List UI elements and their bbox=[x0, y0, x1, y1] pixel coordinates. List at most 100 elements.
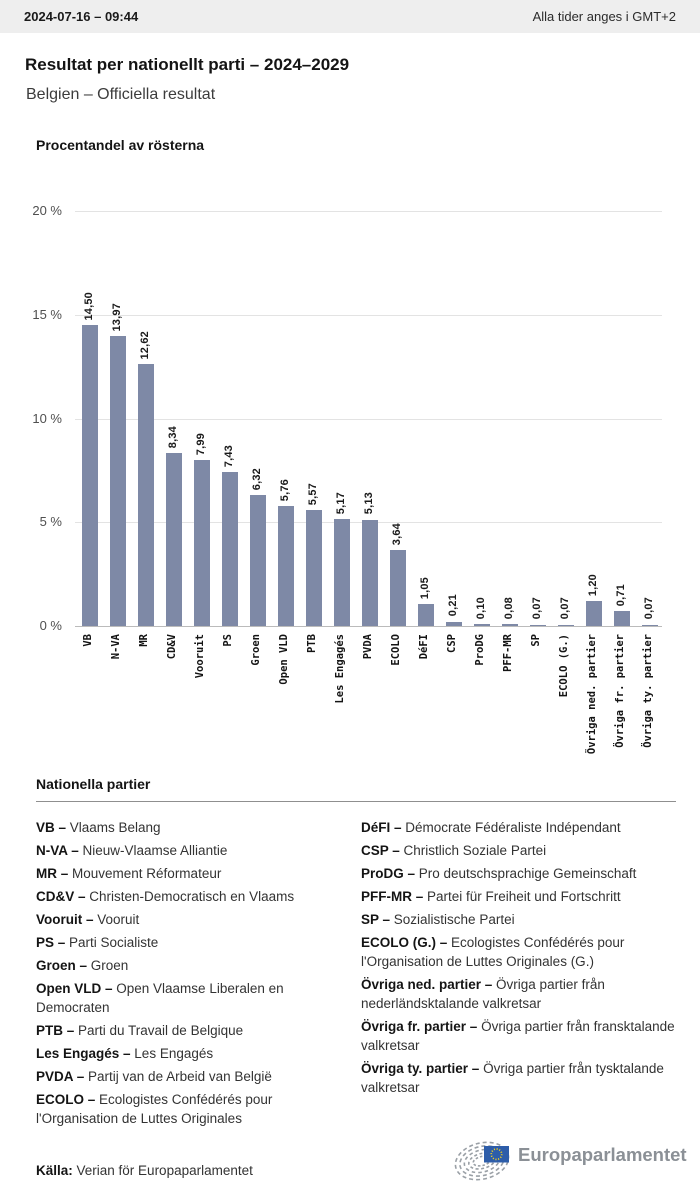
x-axis-label: ECOLO (G.) bbox=[558, 634, 570, 698]
x-axis-label: MR bbox=[138, 634, 150, 647]
party-abbr: Övriga fr. partier – bbox=[361, 1019, 482, 1034]
party-name: Parti du Travail de Belgique bbox=[78, 1023, 244, 1038]
party-abbr: PTB – bbox=[36, 1023, 79, 1038]
party-name: Vlaams Belang bbox=[69, 820, 161, 835]
party-name: Övriga partier från fransktalande valkre… bbox=[361, 1019, 675, 1053]
x-axis-label: PTB bbox=[306, 634, 318, 653]
legend-item: MR – Mouvement Réformateur bbox=[36, 864, 338, 883]
legend-item: Open VLD – Open Vlaamse Liberalen en Dem… bbox=[36, 979, 338, 1017]
bar-value-label: 0,10 bbox=[475, 596, 487, 619]
legend-item: PFF-MR – Partei für Freiheit und Fortsch… bbox=[361, 887, 676, 906]
x-axis-label: PS bbox=[222, 634, 234, 647]
legend-item: Övriga fr. partier – Övriga partier från… bbox=[361, 1017, 676, 1055]
bar-N-VA bbox=[110, 336, 126, 626]
x-axis-label: ProDG bbox=[474, 634, 486, 666]
bar-value-label: 5,76 bbox=[279, 479, 291, 502]
bar-ProDG bbox=[474, 623, 490, 626]
party-abbr: Open VLD – bbox=[36, 981, 117, 996]
bar-value-label: 5,17 bbox=[335, 491, 347, 514]
y-axis: 20 % 15 % 10 % 5 % 0 % bbox=[0, 203, 62, 633]
legend-item: VB – Vlaams Belang bbox=[36, 818, 338, 837]
bar-Övriga ned. partier bbox=[586, 601, 602, 626]
party-abbr: Les Engagés – bbox=[36, 1046, 135, 1061]
x-axis-label: Les Engagés bbox=[334, 634, 346, 704]
legend-item: CD&V – Christen-Democratisch en Vlaams bbox=[36, 887, 338, 906]
logo-wordmark: Europaparlamentet bbox=[518, 1144, 687, 1165]
ep-logo: Europaparlamentet bbox=[452, 1132, 692, 1195]
bar-value-label: 5,57 bbox=[307, 483, 319, 506]
legend-item: DéFI – Démocrate Fédéraliste Indépendant bbox=[361, 818, 676, 837]
x-axis-label: Övriga ty. partier bbox=[642, 634, 654, 748]
page-title: Resultat per nationellt parti – 2024–202… bbox=[25, 55, 350, 74]
datetime-text: 2024-07-16 – 09:44 bbox=[24, 9, 139, 24]
source-note: Källa: Verian för Europaparlamentet bbox=[36, 1163, 253, 1178]
legend-item: PS – Parti Socialiste bbox=[36, 933, 338, 952]
party-name: Parti Socialiste bbox=[69, 935, 159, 950]
bar-value-label: 0,07 bbox=[643, 597, 655, 620]
legend-item: N-VA – Nieuw-Vlaamse Alliantie bbox=[36, 841, 338, 860]
x-axis-label: N-VA bbox=[110, 634, 122, 660]
gridline bbox=[75, 314, 662, 316]
bar-PS bbox=[222, 471, 238, 626]
page-subtitle: Belgien – Officiella resultat bbox=[26, 86, 216, 103]
topbar: 2024-07-16 – 09:44 Alla tider anges i GM… bbox=[0, 0, 700, 33]
bar-value-label: 0,08 bbox=[503, 597, 515, 620]
y-tick-label: 20 % bbox=[32, 203, 62, 218]
bar-value-label: 0,07 bbox=[559, 597, 571, 620]
bar-Övriga ty. partier bbox=[642, 624, 658, 626]
bar-value-label: 13,97 bbox=[111, 302, 123, 332]
legend-heading: Nationella partier bbox=[36, 776, 151, 792]
party-name: Ecologistes Confédérés pour l'Organisati… bbox=[361, 935, 625, 969]
party-name: Groen bbox=[90, 958, 129, 973]
party-abbr: DéFI – bbox=[361, 820, 406, 835]
bar-Övriga fr. partier bbox=[614, 611, 630, 626]
bar-value-label: 7,43 bbox=[223, 444, 235, 467]
bar-VB bbox=[82, 325, 98, 626]
x-axis-label: Groen bbox=[250, 634, 262, 666]
bar-value-label: 0,07 bbox=[531, 597, 543, 620]
bar-Vooruit bbox=[194, 460, 210, 626]
bar-value-label: 0,21 bbox=[447, 594, 459, 617]
party-name: Pro deutschsprachige Gemeinschaft bbox=[418, 866, 637, 881]
x-axis-label: SP bbox=[530, 634, 542, 647]
legend-item: SP – Sozialistische Partei bbox=[361, 910, 676, 929]
party-name: Démocrate Fédéraliste Indépendant bbox=[405, 820, 621, 835]
bar-value-label: 5,13 bbox=[363, 492, 375, 515]
bar-Groen bbox=[250, 494, 266, 626]
party-name: Sozialistische Partei bbox=[393, 912, 515, 927]
y-tick-label: 5 % bbox=[39, 514, 62, 530]
party-name: Christen-Democratisch en Vlaams bbox=[89, 889, 295, 904]
legend-item: Övriga ned. partier – Övriga partier frå… bbox=[361, 975, 676, 1013]
party-name: Open Vlaamse Liberalen en Democraten bbox=[36, 981, 284, 1015]
plot-area: 14,50 13,97 12,62 8,34 7,99 7,43 6,32 5,76 5,57 5… bbox=[75, 211, 662, 627]
party-abbr: ECOLO – bbox=[36, 1092, 100, 1107]
bar-Les Engagés bbox=[334, 518, 350, 626]
bar-SP bbox=[530, 624, 546, 626]
party-abbr: ECOLO (G.) – bbox=[361, 935, 452, 950]
bar-PVDA bbox=[362, 519, 378, 626]
ep-logo-svg: Europaparlamentet bbox=[454, 1141, 687, 1181]
party-abbr: ProDG – bbox=[361, 866, 419, 881]
bar-Open VLD bbox=[278, 506, 294, 626]
party-name: Nieuw-Vlaamse Alliantie bbox=[82, 843, 228, 858]
party-abbr: PFF-MR – bbox=[361, 889, 427, 904]
legend-item: ECOLO – Ecologistes Confédérés pour l'Or… bbox=[36, 1090, 338, 1128]
eu-flag-icon bbox=[484, 1146, 509, 1163]
x-axis-label: CD&V bbox=[166, 634, 178, 660]
party-abbr: Övriga ty. partier – bbox=[361, 1061, 484, 1076]
party-abbr: CD&V – bbox=[36, 889, 90, 904]
legend-item: Groen – Groen bbox=[36, 956, 338, 975]
bar-value-label: 7,99 bbox=[195, 433, 207, 456]
source-label: Källa: bbox=[36, 1163, 73, 1178]
x-axis-label: PVDA bbox=[362, 634, 374, 660]
party-abbr: CSP – bbox=[361, 843, 404, 858]
gridline bbox=[75, 418, 662, 420]
bar-value-label: 1,05 bbox=[419, 577, 431, 600]
bar-value-label: 8,34 bbox=[167, 425, 179, 448]
x-axis-label: DéFI bbox=[418, 634, 430, 660]
bar-value-label: 12,62 bbox=[139, 330, 151, 360]
legend-column-1: VB – Vlaams Belang N-VA – Nieuw-Vlaamse A… bbox=[36, 818, 338, 1132]
x-axis-label: Open VLD bbox=[278, 634, 290, 685]
party-name: Christlich Soziale Partei bbox=[403, 843, 547, 858]
bar-PFF-MR bbox=[502, 624, 518, 626]
